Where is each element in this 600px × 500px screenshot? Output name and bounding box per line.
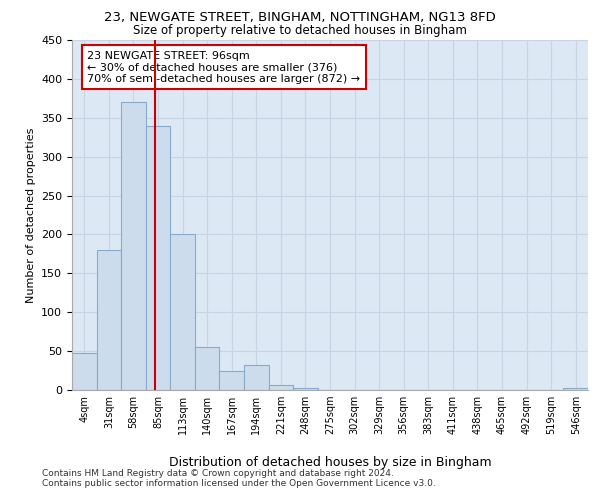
Text: Size of property relative to detached houses in Bingham: Size of property relative to detached ho…: [133, 24, 467, 37]
Text: 23, NEWGATE STREET, BINGHAM, NOTTINGHAM, NG13 8FD: 23, NEWGATE STREET, BINGHAM, NOTTINGHAM,…: [104, 12, 496, 24]
Text: Contains public sector information licensed under the Open Government Licence v3: Contains public sector information licen…: [42, 478, 436, 488]
Bar: [146, 126, 170, 390]
Bar: [72, 352, 97, 390]
Bar: [195, 347, 220, 390]
Bar: [269, 386, 293, 390]
Y-axis label: Number of detached properties: Number of detached properties: [26, 128, 35, 302]
Text: Distribution of detached houses by size in Bingham: Distribution of detached houses by size …: [169, 456, 491, 469]
Bar: [244, 365, 269, 390]
Bar: [293, 388, 318, 390]
Text: 23 NEWGATE STREET: 96sqm
← 30% of detached houses are smaller (376)
70% of semi-: 23 NEWGATE STREET: 96sqm ← 30% of detach…: [88, 50, 361, 84]
Bar: [220, 370, 244, 390]
Bar: [170, 234, 195, 390]
Bar: [121, 102, 146, 390]
Bar: [563, 388, 588, 390]
Text: Contains HM Land Registry data © Crown copyright and database right 2024.: Contains HM Land Registry data © Crown c…: [42, 468, 394, 477]
Bar: [97, 250, 121, 390]
